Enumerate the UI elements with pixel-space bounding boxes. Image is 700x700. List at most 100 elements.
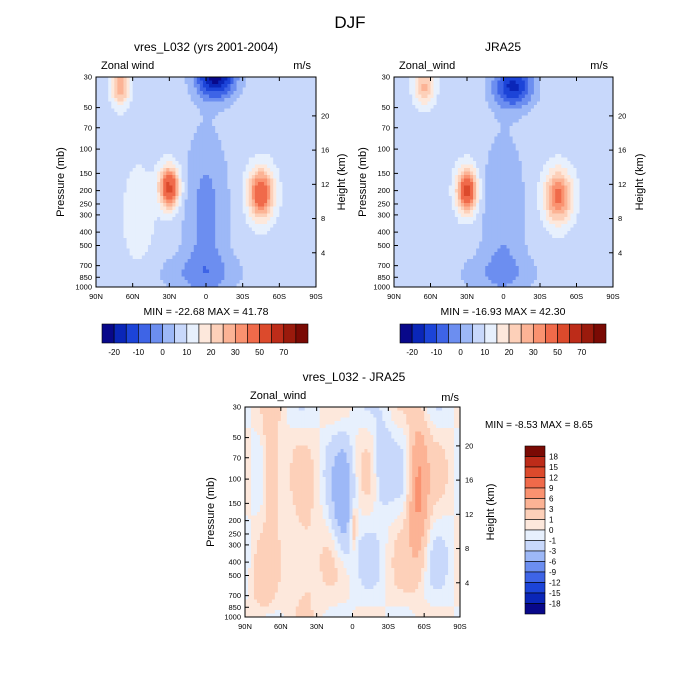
contour-cell <box>279 168 283 173</box>
contour-cell <box>276 80 280 85</box>
contour-cell <box>144 122 149 127</box>
contour-cell <box>169 245 173 250</box>
contour-cell <box>248 161 253 166</box>
contour-cell <box>527 91 532 96</box>
contour-cell <box>254 136 259 141</box>
contour-cell <box>117 143 122 148</box>
contour-cell <box>227 269 232 274</box>
contour-cell <box>215 217 219 222</box>
contour-cell <box>291 241 296 246</box>
contour-cell <box>163 154 167 159</box>
contour-cell <box>261 210 265 215</box>
contour-cell <box>138 133 143 138</box>
contour-cell <box>212 178 216 183</box>
contour-cell <box>236 269 241 274</box>
contour-cell <box>123 136 128 141</box>
contour-cell <box>415 91 419 96</box>
contour-cell <box>291 276 296 281</box>
contour-cell <box>178 189 183 194</box>
contour-cell <box>206 136 210 141</box>
colorbar-label: 50 <box>255 348 264 357</box>
contour-cell <box>120 129 125 134</box>
contour-cell <box>279 241 283 246</box>
contour-cell <box>126 283 131 287</box>
contour-cell <box>606 87 611 92</box>
contour-cell <box>273 108 277 113</box>
contour-cell <box>190 91 195 96</box>
contour-cell <box>157 182 161 187</box>
contour-cell <box>181 273 186 278</box>
contour-cell <box>512 98 517 103</box>
contour-cell <box>500 91 505 96</box>
contour-cell <box>245 182 250 187</box>
contour-cell <box>108 168 112 173</box>
contour-cell <box>555 87 559 92</box>
contour-cell <box>172 161 177 166</box>
contour-cell <box>300 213 305 218</box>
contour-cell <box>273 220 277 225</box>
contour-cell <box>135 140 140 145</box>
contour-cell <box>144 192 149 197</box>
contour-cell <box>196 80 201 85</box>
contour-cell <box>221 231 225 236</box>
contour-cell <box>96 157 100 162</box>
contour-cell <box>96 87 100 92</box>
contour-cell <box>227 80 232 85</box>
contour-cell <box>282 213 287 218</box>
contour-cell <box>558 77 562 82</box>
contour-cell <box>288 224 293 229</box>
contour-cell <box>126 168 131 173</box>
contour-cell <box>163 192 167 197</box>
contour-cell <box>294 266 299 271</box>
contour-cell <box>157 210 161 215</box>
contour-cell <box>264 227 268 232</box>
contour-cell <box>187 280 192 285</box>
contour-cell <box>172 129 177 134</box>
contour-cell <box>261 115 265 120</box>
contour-cell <box>206 140 210 145</box>
contour-cell <box>181 175 186 180</box>
contour-cell <box>102 192 106 197</box>
contour-cell <box>267 112 271 117</box>
contour-cell <box>111 122 115 127</box>
contour-cell <box>138 168 143 173</box>
contour-cell <box>515 94 520 99</box>
contour-cell <box>585 101 590 106</box>
contour-cell <box>99 108 103 113</box>
contour-cell <box>282 241 287 246</box>
contour-cell <box>202 161 207 166</box>
contour-cell <box>254 252 259 257</box>
contour-cell <box>160 255 164 260</box>
contour-cell <box>291 164 296 169</box>
contour-cell <box>114 129 118 134</box>
contour-cell <box>300 105 305 110</box>
contour-cell <box>291 189 296 194</box>
contour-cell <box>221 192 225 197</box>
y-tick-label: 250 <box>79 200 92 209</box>
contour-cell <box>215 171 219 176</box>
contour-cell <box>215 248 219 253</box>
contour-cell <box>227 234 232 239</box>
contour-cell <box>151 87 155 92</box>
contour-cell <box>230 182 235 187</box>
contour-cell <box>546 87 550 92</box>
contour-cell <box>257 213 262 218</box>
contour-cell <box>264 189 268 194</box>
contour-cell <box>267 248 271 253</box>
contour-cell <box>160 217 164 222</box>
contour-cell <box>251 87 256 92</box>
contour-cell <box>530 84 535 89</box>
contour-cell <box>242 280 247 285</box>
contour-cell <box>105 129 109 134</box>
contour-cell <box>132 105 137 110</box>
contour-cell <box>157 129 161 134</box>
contour-cell <box>233 77 238 82</box>
contour-cell <box>242 77 247 82</box>
contour-cell <box>233 94 238 99</box>
contour-cell <box>254 248 259 253</box>
contour-cell <box>209 164 213 169</box>
contour-cell <box>512 91 517 96</box>
contour-cell <box>251 217 256 222</box>
contour-cell <box>123 143 128 148</box>
contour-cell <box>233 283 238 287</box>
